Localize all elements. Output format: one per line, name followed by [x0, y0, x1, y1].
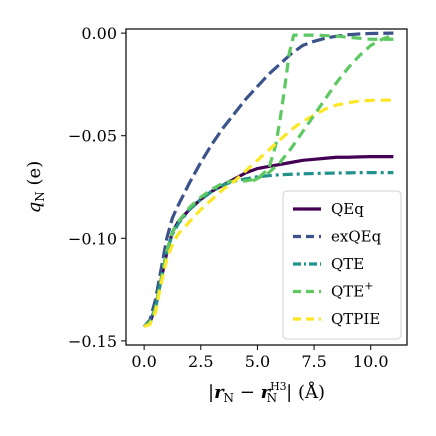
series-line-1 — [142, 31, 394, 328]
series-line-3 — [143, 33, 394, 328]
legend-label: exQEq — [331, 228, 382, 246]
x-axis-ticks: 0.0 2.5 5.0 7.5 10.0 — [131, 345, 389, 371]
y-tick-label: −0.05 — [68, 127, 117, 146]
legend-label: QEq — [331, 200, 364, 218]
x-tick-label: 5.0 — [245, 352, 270, 371]
legend-label: QTE — [331, 255, 364, 273]
legend-box — [282, 190, 402, 340]
x-axis-label: |rN − rH3 N | (Å) — [208, 380, 325, 405]
series-line-5 — [252, 33, 394, 183]
legend: QEq exQEq QTE QTE+ QTPIE — [282, 190, 402, 340]
y-axis-label: qN (e) — [24, 161, 47, 213]
series-line-2 — [143, 171, 394, 328]
legend-label: QTE+ — [331, 280, 373, 301]
series-layer — [142, 31, 394, 329]
x-tick-label: 2.5 — [188, 352, 213, 371]
y-tick-label: 0.00 — [81, 24, 117, 43]
x-tick-label: 10.0 — [353, 352, 389, 371]
x-tick-label: 7.5 — [301, 352, 326, 371]
y-axis-ticks: 0.00 −0.05 −0.10 −0.15 — [68, 24, 126, 351]
y-tick-label: −0.15 — [68, 332, 117, 351]
legend-label: QTPIE — [331, 310, 380, 328]
x-tick-label: 0.0 — [131, 352, 156, 371]
y-tick-label: −0.10 — [68, 229, 117, 248]
plot-area-frame — [125, 28, 408, 346]
